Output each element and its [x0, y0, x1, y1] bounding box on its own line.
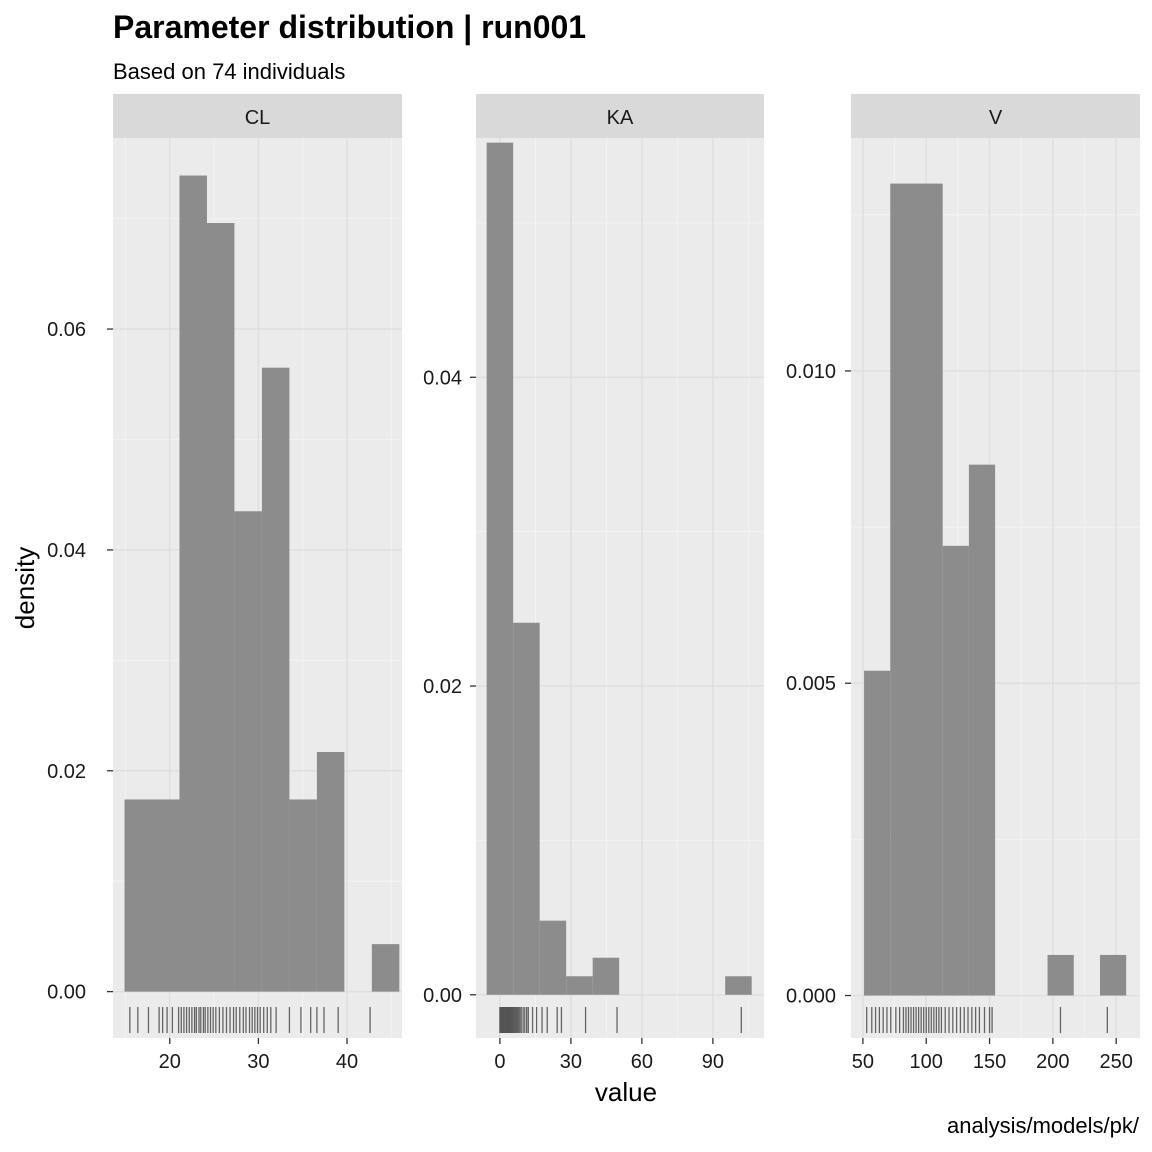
- y-tick-label: 0.000: [786, 986, 836, 1008]
- histogram-bar: [234, 511, 262, 992]
- facet-cl: CL 0.00 0.02 0.04 0.06 20 30 40: [47, 94, 402, 1073]
- chart-caption: analysis/models/pk/: [947, 1113, 1140, 1138]
- histogram-bar: [968, 464, 996, 996]
- y-tick-label: 0.04: [423, 367, 462, 389]
- histogram-bar: [566, 976, 593, 995]
- y-tick-label: 0.00: [423, 985, 462, 1007]
- histogram-bar: [289, 799, 317, 992]
- x-tick-label: 250: [1100, 1051, 1133, 1073]
- facet-strip-label: V: [989, 107, 1003, 129]
- x-tick-label: 20: [159, 1051, 181, 1073]
- chart-title: Parameter distribution | run001: [113, 9, 586, 45]
- facet-strip: [476, 94, 764, 138]
- histogram-bar: [261, 367, 290, 992]
- x-tick-label: 60: [631, 1051, 653, 1073]
- facet-strip: [113, 94, 402, 138]
- histogram-bar: [916, 183, 943, 996]
- facet-panels: CL 0.00 0.02 0.04 0.06 20 30 40 KA 0.00 0.02 0.04 0 3…: [47, 94, 1140, 1073]
- y-tick-label: 0.010: [786, 361, 836, 383]
- facet-v: V 0.000 0.005 0.010 50 100 150 200 250: [786, 94, 1140, 1073]
- histogram-bar: [942, 545, 969, 996]
- x-tick-label: 50: [852, 1051, 874, 1073]
- histogram-bar: [1047, 954, 1074, 996]
- y-tick-label: 0.04: [47, 540, 86, 562]
- x-tick-label: 30: [247, 1051, 269, 1073]
- facet-strip: [851, 94, 1140, 138]
- histogram-bar: [864, 670, 891, 996]
- histogram-bar: [124, 799, 180, 992]
- x-tick-label: 200: [1036, 1051, 1069, 1073]
- histogram-bar: [539, 920, 567, 995]
- histogram-bar: [486, 142, 514, 995]
- x-tick-label: 30: [560, 1051, 582, 1073]
- histogram-bar: [316, 751, 345, 992]
- x-tick-label: 90: [702, 1051, 724, 1073]
- x-tick-label: 40: [336, 1051, 358, 1073]
- histogram-bar: [206, 223, 235, 992]
- facet-strip-label: KA: [607, 107, 634, 129]
- x-tick-label: 100: [910, 1051, 943, 1073]
- histogram-bar: [890, 183, 917, 996]
- facet-ka: KA 0.00 0.02 0.04 0 30 60 90: [423, 94, 764, 1073]
- facet-strip-label: CL: [245, 107, 271, 129]
- x-axis-title: value: [595, 1077, 657, 1107]
- histogram-bar: [513, 622, 540, 995]
- histogram-bar: [1099, 954, 1127, 996]
- histogram-bar: [592, 957, 620, 995]
- x-tick-label: 150: [973, 1051, 1006, 1073]
- histogram-bar: [725, 976, 752, 995]
- chart-subtitle: Based on 74 individuals: [113, 59, 345, 84]
- y-tick-label: 0.005: [786, 673, 836, 695]
- y-tick-label: 0.06: [47, 319, 86, 341]
- histogram-bar: [371, 944, 400, 992]
- x-tick-label: 0: [494, 1051, 505, 1073]
- y-tick-label: 0.00: [47, 982, 86, 1004]
- y-axis-title: density: [10, 547, 40, 629]
- y-tick-label: 0.02: [423, 676, 462, 698]
- histogram-bar: [179, 175, 207, 992]
- y-tick-label: 0.02: [47, 761, 86, 783]
